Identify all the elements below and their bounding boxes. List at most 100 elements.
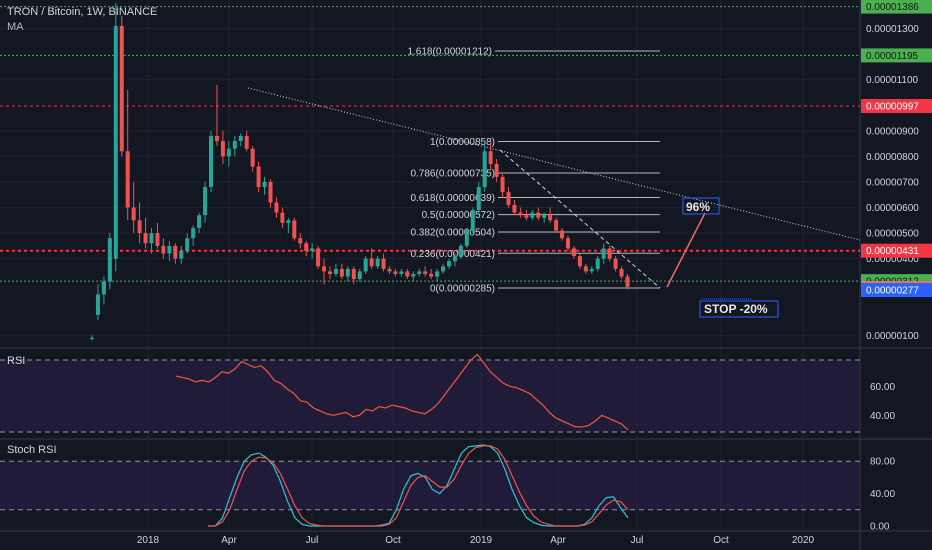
candle-body xyxy=(90,337,94,339)
candle-body xyxy=(571,248,576,257)
y-tick-label: 0.00000400 xyxy=(866,254,919,265)
candle-body xyxy=(292,220,297,239)
candle-body xyxy=(619,268,624,277)
candle xyxy=(95,284,100,320)
y-tick-label: 0.00000700 xyxy=(866,177,919,188)
candle xyxy=(203,181,208,223)
candle-body xyxy=(101,281,106,295)
candle-body xyxy=(542,215,547,218)
candle-body xyxy=(149,233,154,244)
fib-level-label: 0.786(0.00000735) xyxy=(410,169,495,180)
ma-legend: MA xyxy=(7,21,24,33)
candle xyxy=(560,227,565,241)
candle-body xyxy=(381,258,386,269)
candle xyxy=(488,141,493,170)
candle xyxy=(375,256,380,269)
x-tick-label: Jul xyxy=(631,535,644,546)
candle xyxy=(494,158,499,182)
y-tick-label: 0.00001300 xyxy=(866,24,919,35)
candle-body xyxy=(536,212,541,218)
candle-body xyxy=(173,245,178,259)
candle xyxy=(345,266,350,282)
candle xyxy=(322,258,327,285)
candle-body xyxy=(250,148,255,167)
candle xyxy=(209,130,213,193)
candle-body xyxy=(423,271,428,274)
candle-body xyxy=(476,187,481,211)
candle-body xyxy=(411,273,416,277)
candle xyxy=(393,268,398,277)
candle-body xyxy=(95,294,100,315)
candle-body xyxy=(125,151,130,208)
candle xyxy=(220,130,225,165)
candle xyxy=(226,141,231,167)
candle xyxy=(601,243,606,264)
candle xyxy=(310,243,315,259)
candle xyxy=(554,217,559,234)
candle xyxy=(304,240,309,257)
candle-body xyxy=(298,238,303,244)
candle-body xyxy=(286,220,291,223)
candle-body xyxy=(322,266,327,272)
candle xyxy=(143,217,148,249)
candle-body xyxy=(524,215,529,218)
candle xyxy=(607,245,612,262)
candle-body xyxy=(310,248,315,251)
x-tick-label: Apr xyxy=(550,535,566,546)
candle-body xyxy=(441,266,446,272)
candle-body xyxy=(518,212,523,216)
target-annotation: 96% xyxy=(686,200,710,214)
candle xyxy=(167,240,172,262)
candle-body xyxy=(262,181,267,188)
candle xyxy=(161,238,166,259)
candle-body xyxy=(560,230,565,239)
candle-body xyxy=(226,148,231,157)
rsi-pane-title: RSI xyxy=(7,355,26,367)
candle-body xyxy=(167,245,172,254)
stoch-d-line xyxy=(208,445,629,527)
downtrend-line xyxy=(247,87,861,241)
candle xyxy=(363,256,368,274)
stoch-tick-label: 0.00 xyxy=(870,521,890,532)
candle-body xyxy=(566,238,570,249)
fib-level-label: 0.618(0.00000639) xyxy=(410,193,495,204)
candle xyxy=(387,266,392,274)
candle-body xyxy=(304,243,309,251)
candle xyxy=(500,174,505,198)
candle xyxy=(411,271,416,282)
target-arrow xyxy=(666,212,706,288)
candle xyxy=(292,217,297,241)
candle xyxy=(518,207,523,218)
rsi-line xyxy=(175,353,629,431)
candle xyxy=(131,181,136,234)
candle xyxy=(262,176,267,195)
candle xyxy=(191,225,196,246)
candle xyxy=(458,243,463,259)
candle xyxy=(464,227,469,249)
candle xyxy=(482,141,487,193)
candle xyxy=(214,84,219,147)
candle-body xyxy=(232,141,237,149)
candle-body xyxy=(375,258,380,267)
candle xyxy=(595,256,600,272)
candle-body xyxy=(214,135,219,142)
price-label-bg xyxy=(861,48,932,63)
candle-body xyxy=(399,271,404,274)
candle xyxy=(512,199,517,216)
price-label-bg xyxy=(861,0,932,14)
stoch-tick-label: 80.00 xyxy=(870,457,895,468)
rsi-tick-label: 60.00 xyxy=(870,382,895,393)
candle-body xyxy=(363,258,368,272)
candle xyxy=(137,202,142,244)
candle-body xyxy=(191,227,196,239)
candle-body xyxy=(447,261,451,267)
candle xyxy=(536,207,541,221)
x-tick-label: Apr xyxy=(221,535,237,546)
candle-body xyxy=(589,268,594,272)
x-tick-label: 2018 xyxy=(137,535,160,546)
candle-body xyxy=(607,248,612,259)
candle xyxy=(232,135,237,157)
candle xyxy=(113,3,118,272)
price-label-bg xyxy=(861,283,932,298)
